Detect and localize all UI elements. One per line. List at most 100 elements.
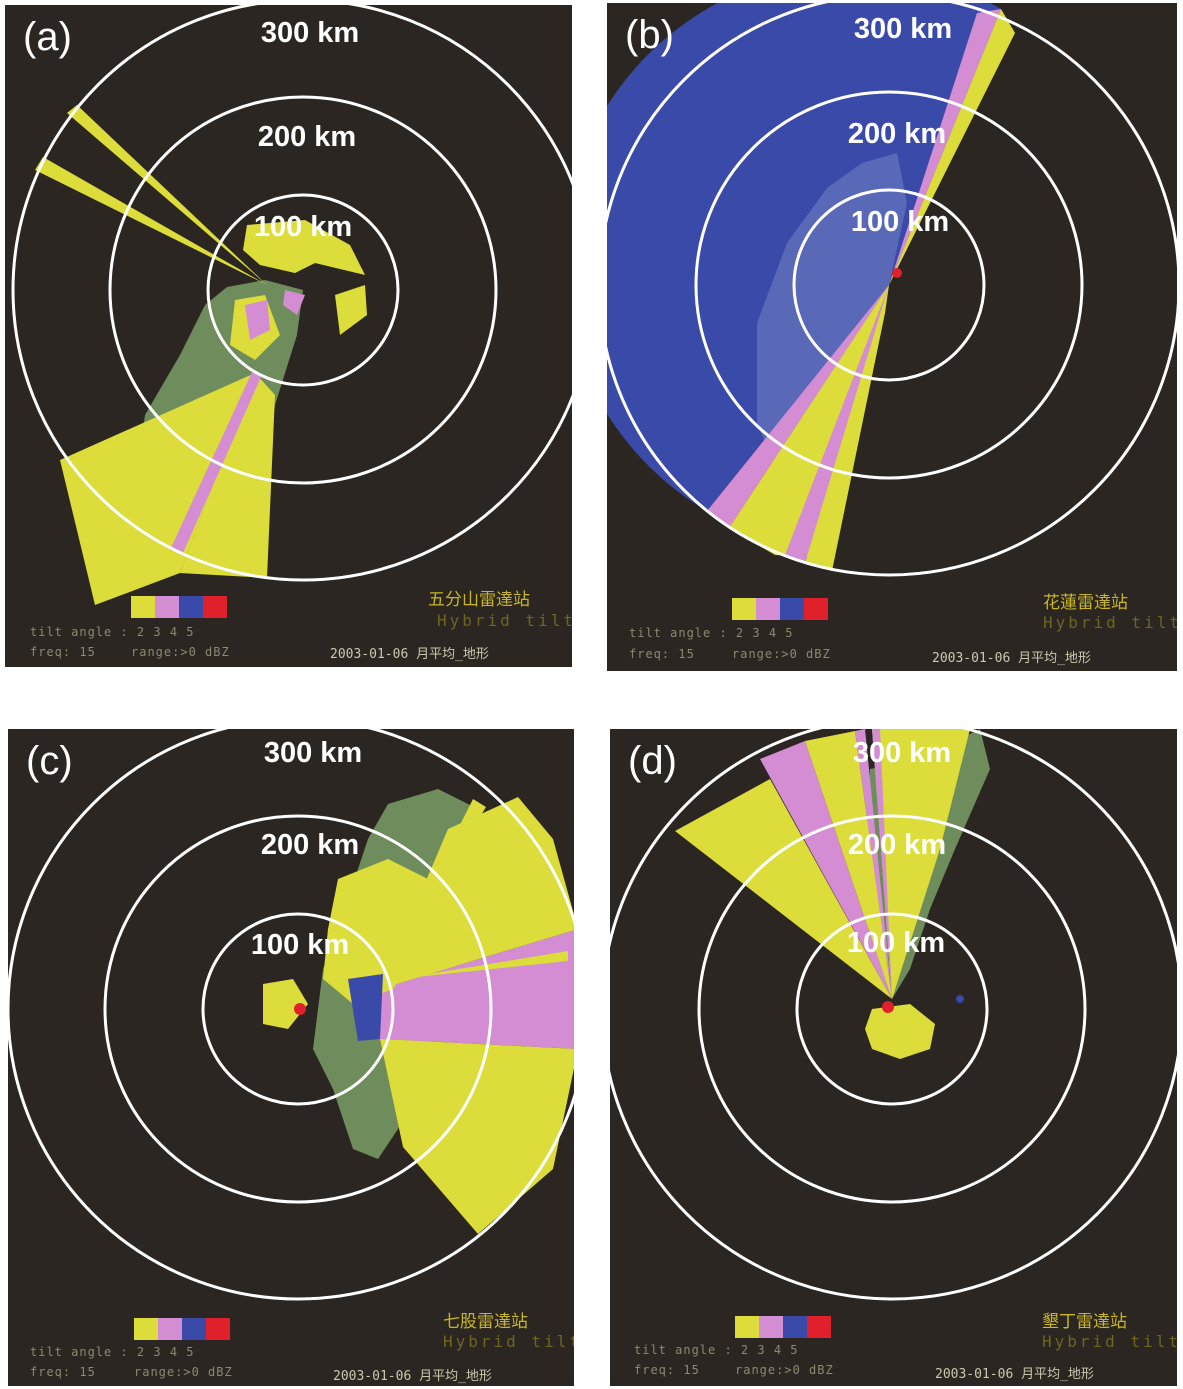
legend-swatch-tilt5 <box>206 1318 230 1340</box>
radar-map-b <box>607 3 1177 577</box>
sector-tilt2 <box>380 1039 574 1234</box>
range-dbz-label: range:>0 dBZ <box>131 645 230 659</box>
freq-label: freq: 15 <box>30 1365 96 1379</box>
range-ring-100 <box>792 188 986 382</box>
legend-swatch-tilt2 <box>131 596 155 618</box>
sector-tilt3 <box>283 290 305 315</box>
island-echo <box>956 995 964 1003</box>
range-label-100: 100 km <box>846 927 946 959</box>
tilt-angle-label: tilt angle : 2 3 4 5 <box>629 626 794 640</box>
range-label-300: 300 km <box>263 737 363 769</box>
range-label-300: 300 km <box>853 13 953 45</box>
tilt-angle-label: tilt angle : 2 3 4 5 <box>634 1343 799 1357</box>
sector-tilt2 <box>872 729 970 999</box>
tilt-legend <box>131 596 227 618</box>
sector-tilt2 <box>805 285 889 571</box>
sector-tilt3 <box>785 285 889 563</box>
hybrid-tilts-label: Hybrid tilts <box>1042 1332 1177 1351</box>
range-label-200: 200 km <box>260 829 360 861</box>
station-name: 五分山雷達站 <box>428 590 530 610</box>
sector-tilt3 <box>760 741 892 999</box>
range-ring-300 <box>11 5 572 582</box>
range-label-300: 300 km <box>852 737 952 769</box>
panel-label: (a) <box>23 15 72 59</box>
sector-tilt2 <box>67 105 267 285</box>
range-label-200: 200 km <box>847 118 947 150</box>
range-label-100: 100 km <box>850 206 950 238</box>
range-dbz-label: range:>0 dBZ <box>735 1363 834 1377</box>
tilt-angle-label: tilt angle : 2 3 4 5 <box>30 1345 195 1359</box>
radar-panel-b: (b) 300 km 200 km 100 km 花蓮雷達站 Hybrid ti… <box>607 3 1177 671</box>
legend-swatch-tilt3 <box>759 1316 783 1338</box>
date-label: 2003-01-06 月平均_地形 <box>330 647 489 662</box>
sector-tilt3 <box>855 729 892 999</box>
freq-label: freq: 15 <box>30 645 96 659</box>
legend-swatch-tilt2 <box>735 1316 759 1338</box>
radar-map-d <box>610 729 1177 1301</box>
freq-label: freq: 15 <box>629 647 695 661</box>
legend-swatch-tilt4 <box>783 1316 807 1338</box>
hybrid-tilts-label: Hybrid tilts <box>443 1332 574 1351</box>
sector-tilt3 <box>872 729 892 999</box>
range-dbz-label: range:>0 dBZ <box>134 1365 233 1379</box>
legend-swatch-tilt3 <box>756 598 780 620</box>
station-name: 墾丁雷達站 <box>1042 1312 1127 1332</box>
sector-tilt2 <box>805 731 892 999</box>
sector-tilt2 <box>398 951 568 979</box>
range-ring-300 <box>607 3 1177 577</box>
sector-tilt2 <box>243 220 365 275</box>
range-ring-200 <box>697 814 1087 1204</box>
legend-swatch-tilt5 <box>804 598 828 620</box>
range-label-200: 200 km <box>847 829 947 861</box>
hybrid-tilts-label: Hybrid tilts <box>1043 613 1177 632</box>
legend-swatch-tilt3 <box>155 596 179 618</box>
freq-label: freq: 15 <box>634 1363 700 1377</box>
range-ring-100 <box>206 193 400 387</box>
radar-site <box>294 1003 306 1015</box>
sector-tilt3 <box>245 300 270 340</box>
station-name: 七股雷達站 <box>443 1312 528 1332</box>
taiwan-land <box>757 153 907 483</box>
legend-swatch-tilt4 <box>780 598 804 620</box>
panel-label: (c) <box>26 739 73 783</box>
echo-tilt2 <box>865 1004 935 1059</box>
range-ring-300 <box>8 729 574 1301</box>
sector-tilt2 <box>889 9 1015 285</box>
radar-panel-c: (c) 300 km 200 km 100 km 七股雷達站 Hybrid ti… <box>8 729 574 1386</box>
radar-panel-a: (a) 300 km 200 km 100 km 五分山雷達站 Hybrid t… <box>5 5 572 667</box>
hybrid-tilts-label: Hybrid tilts <box>437 611 572 630</box>
panel-label: (d) <box>628 739 677 783</box>
range-ring-200 <box>108 95 498 485</box>
date-label: 2003-01-06 月平均_地形 <box>935 1367 1094 1382</box>
sector-tilt2 <box>180 373 275 578</box>
tilt-legend <box>735 1316 831 1338</box>
radar-site <box>882 1001 894 1013</box>
sector-tilt2 <box>335 285 367 335</box>
range-ring-100 <box>201 912 395 1106</box>
echo-tilt2 <box>323 859 428 1004</box>
range-label-100: 100 km <box>253 211 353 243</box>
range-ring-100 <box>795 912 989 1106</box>
radar-panel-d: (d) 300 km 200 km 100 km 墾丁雷達站 Hybrid ti… <box>610 729 1177 1386</box>
sector-tilt2 <box>60 373 255 605</box>
sector-tilt3 <box>707 285 889 528</box>
legend-swatch-tilt4 <box>182 1318 206 1340</box>
legend-swatch-tilt5 <box>203 596 227 618</box>
range-label-100: 100 km <box>250 929 350 961</box>
legend-swatch-tilt3 <box>158 1318 182 1340</box>
echo-tilt4 <box>348 974 383 1041</box>
tilt-legend <box>134 1318 230 1340</box>
range-ring-300 <box>610 729 1177 1301</box>
sector-tilt2 <box>380 797 574 989</box>
range-dbz-label: range:>0 dBZ <box>732 647 831 661</box>
date-label: 2003-01-06 月平均_地形 <box>932 651 1091 666</box>
sector-tilt2 <box>35 157 267 285</box>
radar-site <box>892 268 902 278</box>
legend-swatch-tilt4 <box>179 596 203 618</box>
radar-map-a <box>11 5 572 605</box>
panel-label: (b) <box>625 13 674 57</box>
sector-tilt2 <box>675 779 892 999</box>
legend-swatch-tilt2 <box>134 1318 158 1340</box>
legend-swatch-tilt5 <box>807 1316 831 1338</box>
sector-tilt2 <box>729 285 889 558</box>
